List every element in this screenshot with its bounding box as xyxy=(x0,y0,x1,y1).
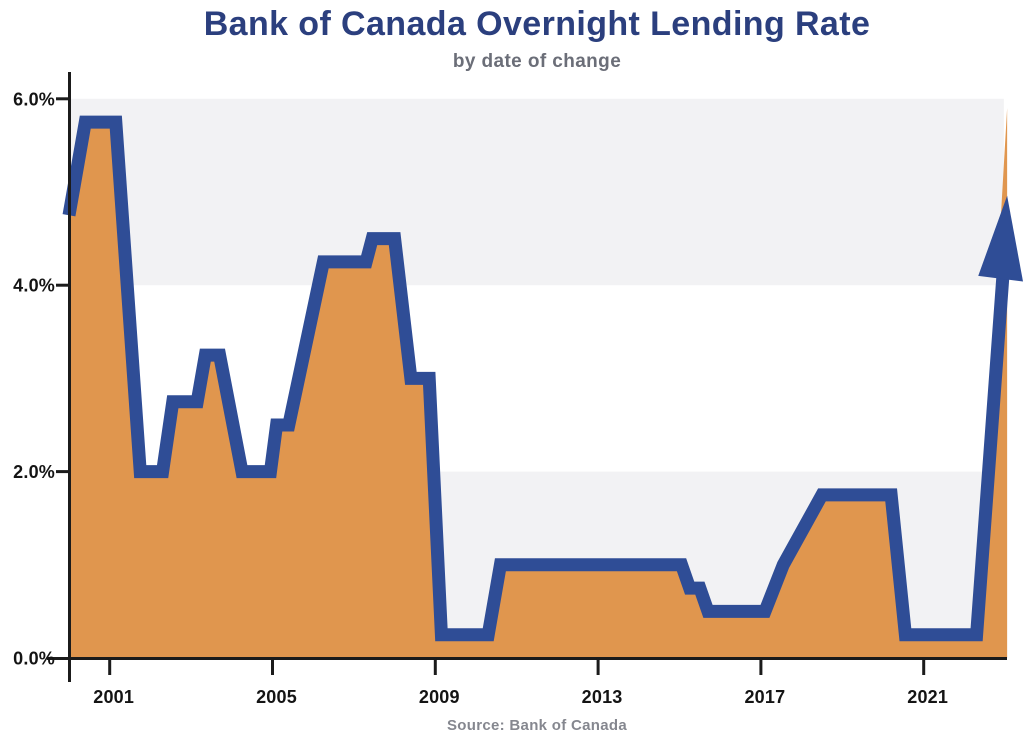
x-tick-label: 2017 xyxy=(744,687,785,707)
rate-line xyxy=(62,115,1011,642)
chart-subtitle: by date of change xyxy=(452,51,622,72)
chart-title: Bank of Canada Overnight Lending Rate xyxy=(203,5,871,43)
y-tick-label: 2.0% xyxy=(13,462,55,482)
source-note: Source: Bank of Canada xyxy=(447,717,627,734)
y-tick-label: 4.0% xyxy=(13,276,55,296)
x-tick-label: 2005 xyxy=(256,687,297,707)
grid-band xyxy=(69,98,1004,286)
y-tick-label: 0.0% xyxy=(13,649,55,669)
x-tick-label: 2001 xyxy=(93,687,134,707)
x-tick-label: 2013 xyxy=(582,687,623,707)
trend-arrow-head xyxy=(978,195,1024,282)
x-tick-label: 2021 xyxy=(907,687,948,707)
y-tick-label: 6.0% xyxy=(13,89,55,109)
x-tick-label: 2009 xyxy=(419,687,460,707)
rate-area-fill xyxy=(69,108,1008,659)
